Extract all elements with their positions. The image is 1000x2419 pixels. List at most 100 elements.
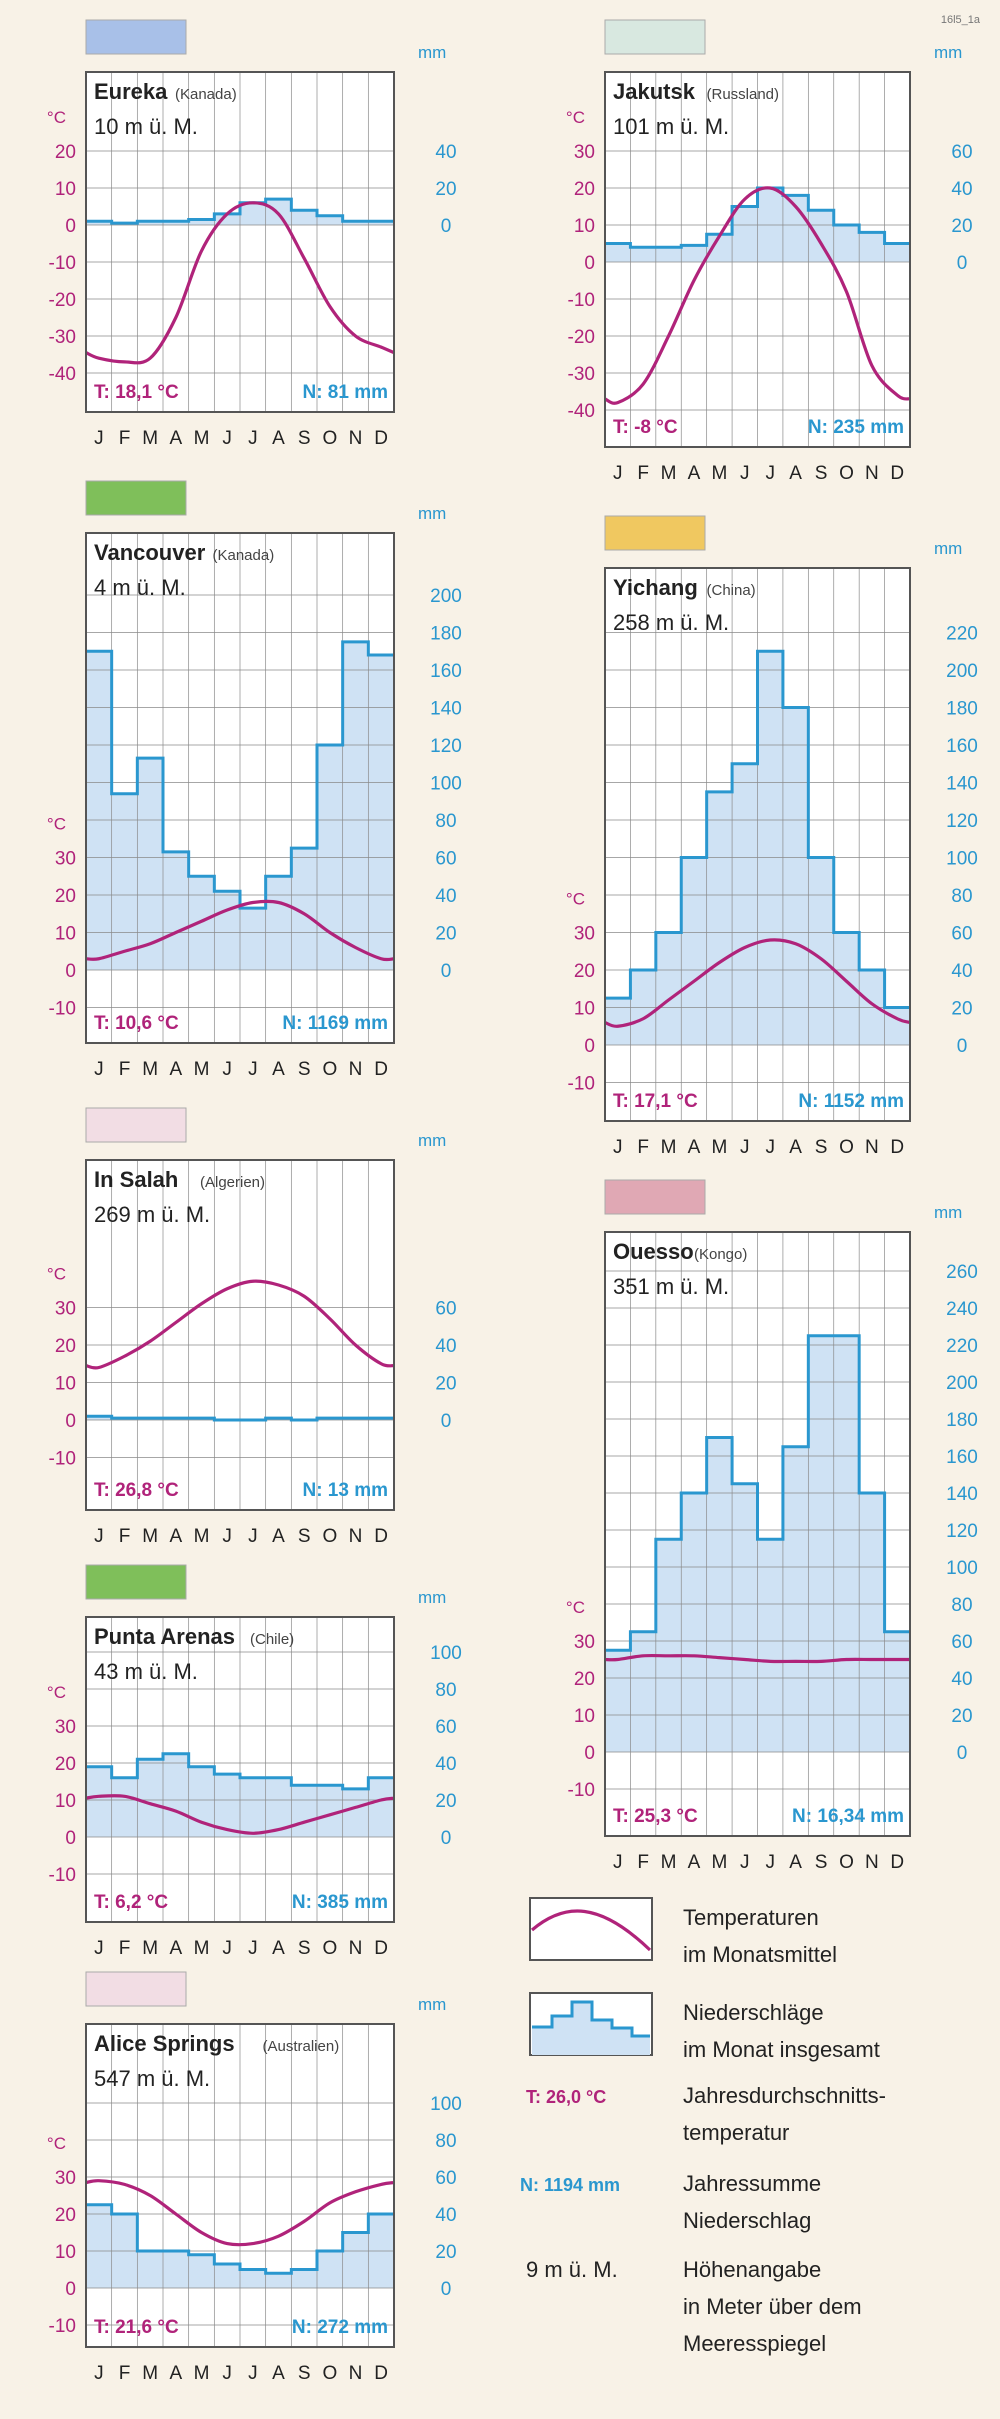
temp-tick-label: -20 xyxy=(49,290,76,311)
precip-tick-label: 220 xyxy=(946,1336,978,1357)
temp-tick-label: 30 xyxy=(574,924,595,945)
chart-frame xyxy=(604,71,911,448)
temp-tick-label: 30 xyxy=(574,142,595,163)
precip-tick-label: 80 xyxy=(951,886,972,907)
month-label: N xyxy=(865,1137,879,1158)
month-label: J xyxy=(222,1938,232,1959)
month-label: A xyxy=(272,2363,285,2384)
temperature-series xyxy=(85,201,395,365)
zone-color-swatch xyxy=(85,480,187,516)
month-label: S xyxy=(815,1852,828,1873)
precip-tick-label: 0 xyxy=(441,961,452,982)
temp-unit: °C xyxy=(47,1265,66,1284)
month-label: O xyxy=(839,1137,854,1158)
month-label: S xyxy=(298,428,311,449)
month-label: J xyxy=(765,1137,775,1158)
month-label: M xyxy=(194,2363,210,2384)
month-label: A xyxy=(272,428,285,449)
precip-tick-label: 100 xyxy=(946,1558,978,1579)
station-country: (Australien) xyxy=(263,2038,340,2055)
month-label: N xyxy=(349,1938,363,1959)
temperature-series xyxy=(85,899,395,962)
temp-tick-label: -10 xyxy=(568,1074,595,1095)
precip-unit: mm xyxy=(934,43,962,62)
precip-tick-label: 0 xyxy=(441,2279,452,2300)
precip-tick-label: 220 xyxy=(946,624,978,645)
precipitation-series xyxy=(86,2203,394,2275)
temp-tick-label: 10 xyxy=(55,924,76,945)
chart-frame xyxy=(85,1616,395,1923)
precip-tick-label: 40 xyxy=(435,2205,456,2226)
temp-unit: °C xyxy=(566,890,585,909)
precipitation-series xyxy=(86,197,394,225)
climate-chart-ouesso: Ouesso (Kongo)351 m ü. M.°C3020100-10mm26… xyxy=(566,1179,978,1873)
month-label: J xyxy=(94,1526,104,1547)
precip-tick-label: 60 xyxy=(951,142,972,163)
temp-unit: °C xyxy=(47,815,66,834)
month-label: S xyxy=(815,463,828,484)
legend-n-sample: N: 1194 mm xyxy=(520,2175,620,2195)
precip-tick-label: 200 xyxy=(430,586,462,607)
legend-temp-text-2: im Monatsmittel xyxy=(683,1942,837,1967)
month-label: M xyxy=(194,428,210,449)
precip-unit: mm xyxy=(418,1131,446,1150)
zone-color-swatch xyxy=(604,1179,706,1215)
temp-tick-label: 20 xyxy=(574,179,595,200)
month-label: D xyxy=(374,428,388,449)
temp-tick-label: -20 xyxy=(568,327,595,348)
precip-tick-label: 40 xyxy=(951,1669,972,1690)
legend-group: Temperaturen im Monatsmittel Niederschläge… xyxy=(520,1897,886,2356)
month-label: J xyxy=(613,1137,623,1158)
station-country: (China) xyxy=(707,582,756,599)
precip-tick-label: 40 xyxy=(435,886,456,907)
annual-precip-label: N: 16,34 mm xyxy=(792,1806,904,1827)
month-label: A xyxy=(169,1938,182,1959)
precip-tick-label: 80 xyxy=(435,1680,456,1701)
precip-tick-label: 40 xyxy=(435,142,456,163)
precip-unit: mm xyxy=(934,1203,962,1222)
precip-tick-label: 100 xyxy=(430,2094,462,2115)
month-label: M xyxy=(711,463,727,484)
precip-tick-label: 40 xyxy=(951,961,972,982)
zone-color-swatch xyxy=(85,19,187,55)
station-elevation: 351 m ü. M. xyxy=(613,1274,729,1299)
precip-tick-label: 140 xyxy=(430,699,462,720)
month-label: M xyxy=(142,1526,158,1547)
month-label: A xyxy=(688,1852,701,1873)
month-label: F xyxy=(637,1852,649,1873)
climate-chart-yichang: Yichang (China)258 m ü. M.°C3020100-10mm2… xyxy=(566,515,978,1158)
month-label: S xyxy=(298,1526,311,1547)
temp-tick-label: 0 xyxy=(584,1036,595,1057)
temp-tick-label: 20 xyxy=(574,961,595,982)
precip-tick-label: 40 xyxy=(951,179,972,200)
temp-tick-label: -10 xyxy=(49,1865,76,1886)
temp-tick-label: 20 xyxy=(55,1754,76,1775)
station-elevation: 10 m ü. M. xyxy=(94,114,198,139)
precip-tick-label: 20 xyxy=(951,999,972,1020)
climate-chart-vancouver: Vancouver (Kanada)4 m ü. M.°C3020100-10mm… xyxy=(47,480,462,1080)
month-label: S xyxy=(298,1059,311,1080)
month-label: A xyxy=(169,2363,182,2384)
month-label: J xyxy=(94,2363,104,2384)
temp-tick-label: 30 xyxy=(55,2168,76,2189)
temp-tick-label: 0 xyxy=(65,961,76,982)
month-label: M xyxy=(661,1137,677,1158)
precip-tick-label: 20 xyxy=(435,179,456,200)
temp-tick-label: 10 xyxy=(574,216,595,237)
temperature-series xyxy=(604,186,911,405)
legend-n-desc-2: Niederschlag xyxy=(683,2208,811,2233)
annual-precip-label: N: 1152 mm xyxy=(798,1091,904,1112)
month-label: J xyxy=(94,1938,104,1959)
precip-tick-label: 260 xyxy=(946,1262,978,1283)
month-label: J xyxy=(248,428,258,449)
zone-color-swatch xyxy=(85,1564,187,1600)
month-label: D xyxy=(890,1852,904,1873)
precip-tick-label: 60 xyxy=(435,2168,456,2189)
precip-tick-label: 0 xyxy=(957,1743,968,1764)
annual-precip-label: N: 13 mm xyxy=(302,1480,388,1501)
temp-tick-label: 10 xyxy=(574,1706,595,1727)
annual-temp-label: T: 26,8 °C xyxy=(94,1480,179,1501)
month-label: O xyxy=(322,1526,337,1547)
legend-h-desc-2: in Meter über dem xyxy=(683,2294,862,2319)
chart-frame xyxy=(85,71,395,413)
